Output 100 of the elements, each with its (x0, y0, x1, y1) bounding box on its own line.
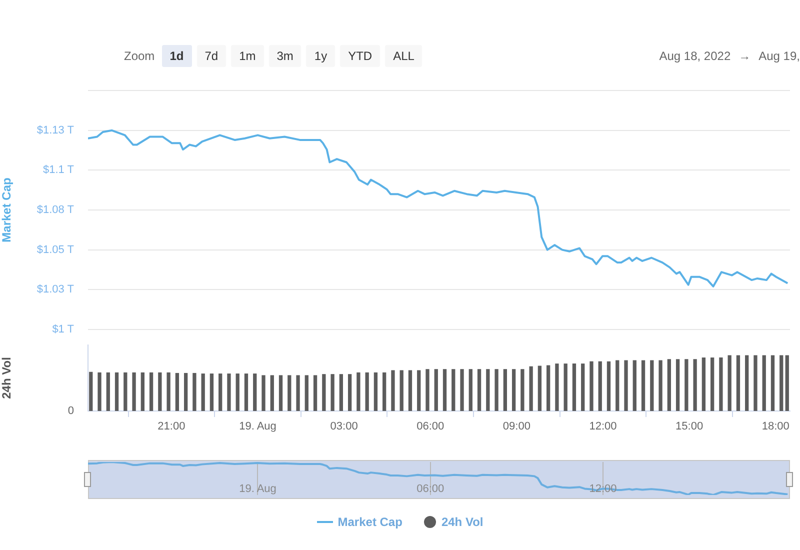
bar (512, 369, 516, 411)
text: → (738, 49, 751, 63)
bar (710, 357, 714, 411)
bar (253, 374, 257, 411)
legend-label: Market Cap (338, 515, 402, 529)
y-tick-label: $1 T (52, 323, 74, 336)
bar (624, 360, 628, 411)
bar (684, 359, 688, 411)
bar (149, 372, 154, 411)
bar (184, 372, 188, 411)
x-tick-label: 06:00 (416, 420, 444, 433)
bar (728, 355, 732, 411)
bar (468, 369, 472, 411)
y-tick-label: $1.08 T (36, 204, 74, 216)
bar (158, 372, 162, 411)
text: 1y (306, 45, 336, 67)
x-tick-label: 19. Aug (239, 420, 276, 433)
bar (417, 370, 421, 411)
bar (581, 364, 585, 411)
bar (374, 372, 378, 411)
bar (770, 355, 775, 411)
y-tick-label: $1.13 T (36, 124, 74, 136)
x-tick-label: 03:00 (330, 420, 358, 433)
bar (693, 359, 697, 411)
bar (227, 374, 231, 411)
bar (210, 374, 214, 411)
bar (98, 372, 102, 411)
bar (426, 369, 430, 411)
text: 7d (196, 45, 226, 67)
bar (538, 366, 542, 411)
bar (132, 372, 136, 411)
x-tick-label: 18:00 (762, 420, 790, 433)
text: 1d (162, 45, 192, 67)
bar (754, 355, 758, 411)
bar (356, 372, 360, 411)
y-tick-label: $1.03 T (36, 284, 74, 296)
bar (330, 374, 334, 411)
bar (278, 375, 283, 411)
bar (590, 361, 594, 411)
text: 3m (268, 45, 302, 67)
bar (114, 372, 119, 411)
bar (676, 359, 680, 411)
bar (477, 369, 482, 411)
bar (452, 369, 456, 411)
bar (546, 365, 550, 411)
bar (564, 364, 568, 411)
bar (780, 355, 784, 411)
bar (442, 369, 447, 411)
bar (322, 374, 326, 411)
bar (434, 369, 438, 411)
bar (365, 372, 369, 411)
bar (667, 359, 671, 411)
text: Aug 18, 2022 (659, 49, 731, 63)
bar (192, 372, 196, 411)
bar (288, 375, 292, 411)
bar (106, 372, 110, 411)
bar (785, 355, 789, 411)
bar (494, 369, 498, 411)
bar (606, 361, 611, 411)
bar (408, 370, 412, 411)
text: YTD (340, 45, 380, 67)
text: 0 (68, 405, 74, 418)
bar (391, 370, 395, 411)
bar (745, 355, 749, 411)
bar (201, 374, 205, 411)
text: Aug 19, (758, 49, 800, 63)
bar (270, 375, 274, 411)
y-axis-title: Market Cap (0, 178, 14, 242)
bar (313, 375, 318, 411)
legend-label: 24h Vol (441, 515, 484, 529)
bar (719, 357, 723, 411)
bar (736, 355, 740, 411)
bar (529, 366, 533, 411)
bar (296, 375, 300, 411)
x-tick-label: 21:00 (158, 420, 186, 433)
y-axis-title: 24h Vol (0, 357, 14, 399)
bar (555, 364, 559, 411)
bar (218, 374, 222, 411)
text: 1m (231, 45, 264, 67)
bar (400, 370, 404, 411)
text: Zoom (124, 49, 155, 63)
bar (140, 372, 144, 411)
bar (658, 360, 662, 411)
bar (520, 369, 524, 411)
bar (236, 374, 240, 411)
text: ALL (385, 45, 422, 67)
bar (598, 361, 602, 411)
bar (641, 360, 646, 411)
bar (124, 372, 128, 411)
x-tick-label: 19. Aug (239, 483, 276, 496)
bar (702, 357, 706, 411)
bar (382, 372, 386, 411)
bar (339, 374, 344, 411)
bar (262, 375, 266, 411)
x-tick-label: 06:00 (416, 483, 444, 496)
bar (348, 374, 352, 411)
bar (616, 360, 620, 411)
x-tick-label: 12:00 (589, 420, 617, 433)
bar (166, 372, 170, 411)
bar (572, 364, 576, 411)
